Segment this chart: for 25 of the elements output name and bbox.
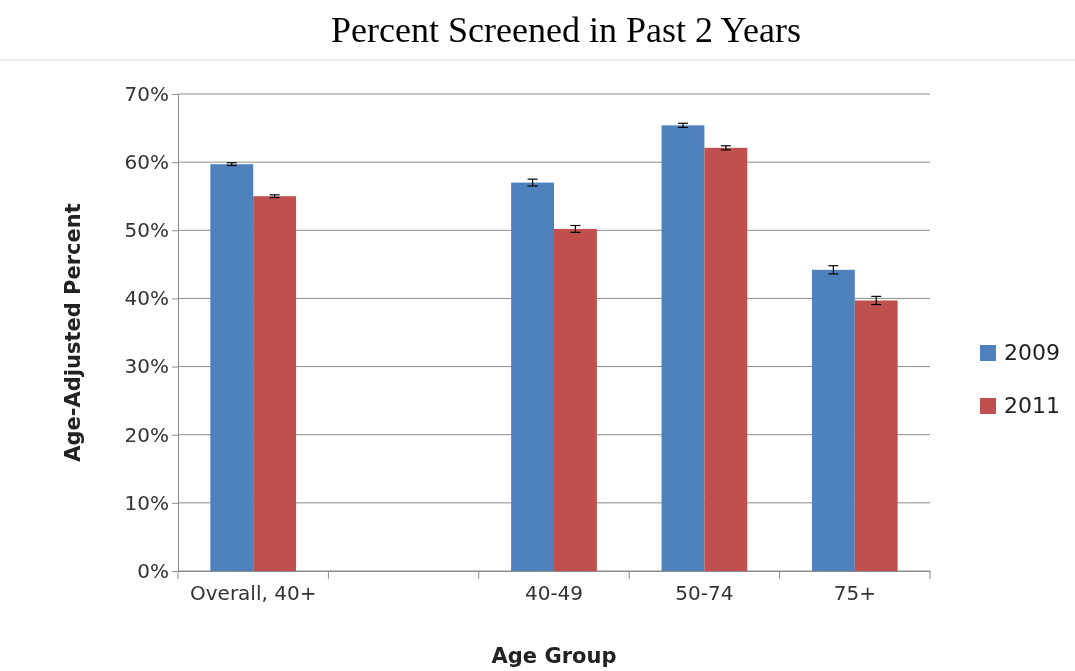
- y-tick-label: 70%: [124, 81, 169, 106]
- bar: [704, 147, 748, 571]
- bar: [511, 182, 554, 571]
- y-tick-label: 50%: [124, 218, 169, 243]
- x-tick-label: 50-74: [675, 581, 734, 605]
- y-axis-title: Age-Adjusted Percent: [61, 203, 85, 462]
- bar: [661, 125, 705, 571]
- y-tick-label: 30%: [124, 354, 169, 379]
- y-tick-label: 60%: [124, 150, 169, 175]
- y-tick-label: 20%: [124, 422, 169, 447]
- x-tick-label: 75+: [833, 581, 876, 605]
- bar: [554, 228, 597, 571]
- y-tick-label: 0%: [137, 558, 169, 583]
- legend-label: 2011: [1004, 393, 1060, 418]
- y-tick-label: 10%: [124, 490, 169, 515]
- x-axis-title: Age Group: [491, 644, 617, 668]
- chart-title: Percent Screened in Past 2 Years: [331, 10, 801, 50]
- bar: [210, 164, 254, 571]
- x-tick-label: Overall, 40+: [190, 581, 317, 605]
- bar: [253, 196, 297, 571]
- y-tick-label: 40%: [124, 286, 169, 311]
- bar: [811, 269, 855, 571]
- x-tick-label: 40-49: [524, 581, 584, 605]
- legend-label: 2009: [1004, 340, 1060, 365]
- bar: [854, 300, 898, 571]
